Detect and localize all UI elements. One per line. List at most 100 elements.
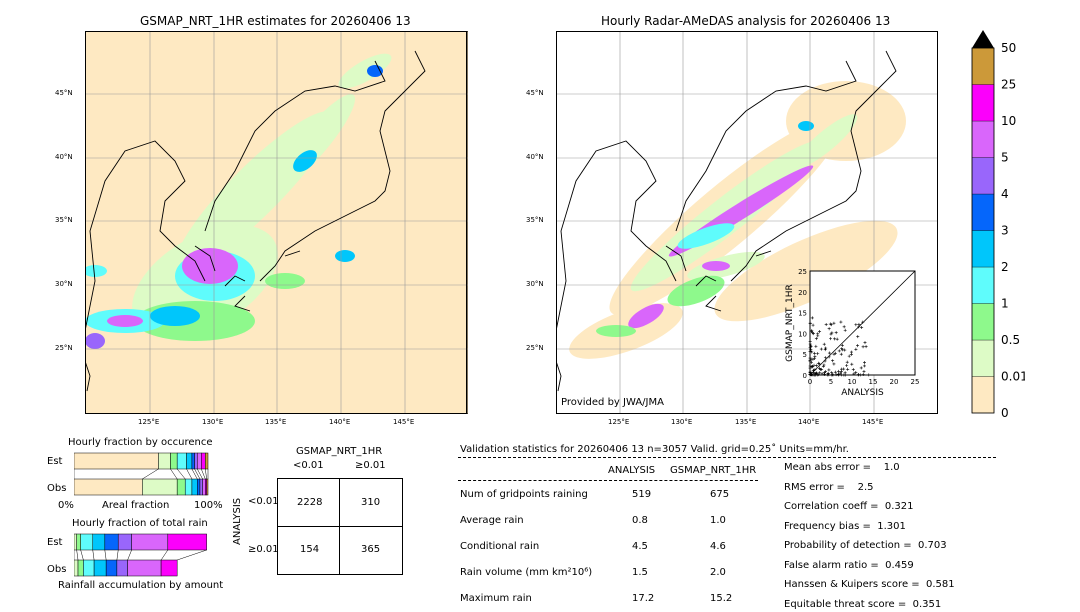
connector-line [142,468,159,480]
colorbar-tick-label: 4 [1001,187,1009,201]
connector-line [116,549,119,561]
colorbar-tick-label: 3 [1001,224,1009,238]
scatter-point [812,370,816,374]
colorbar-segment [971,266,995,304]
scatter-point [812,363,816,367]
stats-col-divider [458,480,758,481]
colorbar-segment [971,230,995,268]
scatter-point [810,329,814,333]
scatter-point [824,346,828,350]
scatter-point [857,322,861,326]
lon-tick-label: 135°E [265,418,287,426]
scatter-point [818,329,822,333]
scatter-point [811,373,815,377]
fraction-segment [142,478,178,496]
contingency-col-ge: ≥0.01 [355,460,386,471]
connector-line [201,468,206,480]
scatter-point [827,355,831,359]
scatter-point [860,325,864,329]
scatter-point [843,328,847,332]
rain-area [335,250,355,262]
x-tick-label: 15 [869,378,878,386]
cell-fn: 154 [300,544,320,555]
lat-tick-label: 45°N [526,89,544,97]
scatter-point [833,337,837,341]
scatter-point [811,331,815,335]
colorbar-tick-label: 25 [1001,78,1016,92]
contingency-title: GSMAP_NRT_1HR [296,446,383,457]
fraction-segment [83,559,95,577]
fraction-segment [202,478,206,496]
scatter-point [837,349,841,353]
right-map-title: Hourly Radar-AMeDAS analysis for 2026040… [601,14,891,28]
scatter-point [845,360,849,364]
stats-row-label: Average rain [460,515,524,526]
fraction-segment [92,533,106,551]
colorbar-tick-label: 10 [1001,114,1016,128]
scatter-point [810,350,814,354]
scatter-inset: 00 5 5 10 10 15 15 20 20 25 25 ANALYSIS GSMAP_NRT_1H… [785,268,919,398]
rain-area [150,306,200,326]
fraction-segment [191,478,198,496]
connector-line [191,468,198,480]
scatter-point [818,362,822,366]
stats-row-label: Conditional rain [460,541,540,552]
scatter-point [813,368,817,372]
stats-header: Validation statistics for 20260406 13 n=… [460,444,849,455]
rain-area [714,220,898,322]
contingency-row-lt: <0.01 [248,496,279,507]
scatter-point [862,364,866,368]
connector-line [176,468,186,480]
scatter-point [831,373,835,377]
scatter-point [842,373,846,377]
scatter-point [810,365,814,369]
connector-line [127,549,132,561]
scatter-point [809,347,813,351]
scatter-point [831,359,835,363]
scatter-point [811,357,815,361]
fraction-segment [74,452,159,470]
scatter-point [834,351,838,355]
scatter-point [822,363,826,367]
scatter-point [843,371,847,375]
fraction-segment [176,452,187,470]
score-line: Correlation coeff = 0.321 [784,501,914,512]
x-tick-label: 5 [829,378,833,386]
scatter-point [839,320,843,324]
fraction-segment [191,452,195,470]
fraction-segment [194,452,198,470]
fraction-segment [170,452,178,470]
scatter-point [808,370,812,374]
scatter-point [840,347,844,351]
scatter-point [854,347,858,351]
lon-tick-label: 130°E [671,418,693,426]
colorbar-segment [971,193,995,231]
scatter-point [842,325,846,329]
fraction-segment [184,478,193,496]
fraction-segment [77,559,84,577]
connector-line [160,549,169,561]
lon-tick-label: 125°E [138,418,160,426]
scatter-point [816,373,820,377]
y-tick-label: 25 [798,268,807,276]
fraction-segment [93,559,107,577]
scatter-point [815,364,819,368]
fraction-segment [76,533,81,551]
lat-tick-label: 45°N [55,89,73,97]
scatter-point [854,371,858,375]
scatter-point [850,362,854,366]
scatter-point [859,366,863,370]
fraction-segment [206,478,209,496]
scatter-point [832,362,836,366]
contingency-grid: 2228 310 154 365 [277,478,403,575]
stats-col-analysis: ANALYSIS [608,465,656,476]
scatter-point [862,370,866,374]
x-tick-label: 0 [808,378,812,386]
scatter-point [834,373,838,377]
cell-tn: 2228 [297,497,323,508]
scatter-point [846,367,850,371]
map-frame [85,31,467,414]
colorbar-tick-label: 0.5 [1001,333,1020,347]
scatter-point [854,323,858,327]
score-line: Frequency bias = 1.301 [784,520,906,532]
